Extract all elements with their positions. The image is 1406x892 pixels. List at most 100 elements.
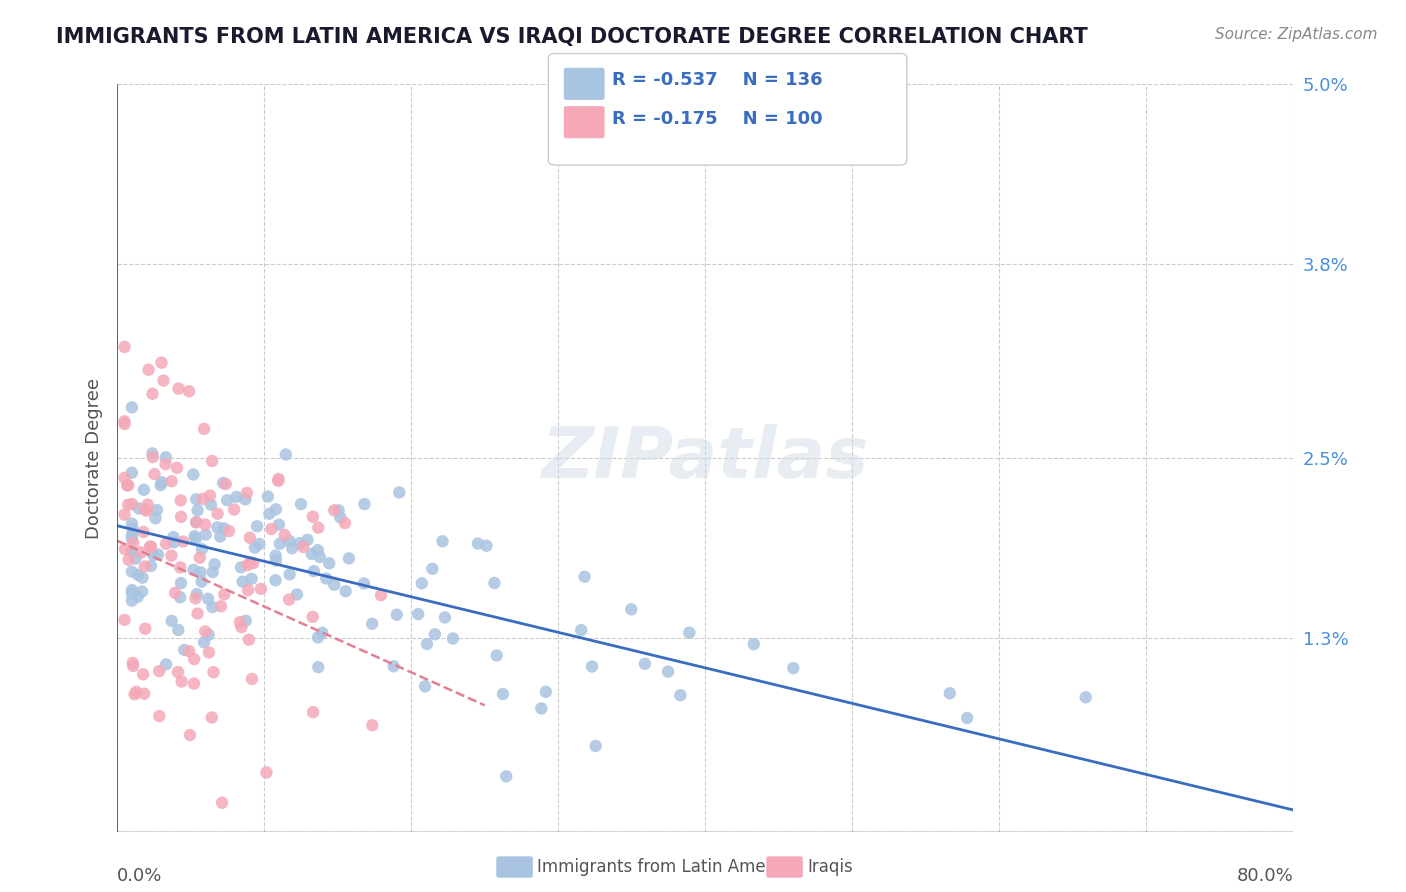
Text: Source: ZipAtlas.com: Source: ZipAtlas.com <box>1215 27 1378 42</box>
Point <box>167 623 190 637</box>
Point <box>433 610 456 624</box>
Point <box>121 528 143 542</box>
Point <box>148 709 170 723</box>
Point <box>172 534 194 549</box>
Point <box>416 637 439 651</box>
Point <box>138 363 160 377</box>
Point <box>260 522 283 536</box>
Point <box>148 664 170 678</box>
Point <box>574 570 596 584</box>
Point <box>301 547 323 561</box>
Point <box>207 507 229 521</box>
Point <box>242 556 264 570</box>
Point <box>121 545 143 559</box>
Point <box>121 497 143 511</box>
Point <box>146 548 169 562</box>
Point <box>163 586 186 600</box>
Point <box>264 502 287 516</box>
Point <box>240 572 263 586</box>
Point <box>186 587 208 601</box>
Point <box>177 384 200 399</box>
Point <box>382 659 405 673</box>
Point <box>143 467 166 482</box>
Point <box>145 511 167 525</box>
Point <box>250 582 273 596</box>
Point <box>146 503 169 517</box>
Point <box>212 475 235 490</box>
Point <box>131 584 153 599</box>
Point <box>135 503 157 517</box>
Point <box>114 414 136 428</box>
Point <box>141 387 163 401</box>
Point <box>302 509 325 524</box>
Point <box>209 529 232 543</box>
Point <box>267 472 290 486</box>
Point <box>534 685 557 699</box>
Point <box>190 566 212 580</box>
Point <box>259 507 281 521</box>
Point <box>678 625 700 640</box>
Point <box>184 492 207 507</box>
Point <box>292 540 315 554</box>
Point <box>273 528 295 542</box>
Point <box>492 687 515 701</box>
Point <box>201 565 224 579</box>
Point <box>139 540 162 554</box>
Point <box>238 632 260 647</box>
Point <box>388 485 411 500</box>
Point <box>198 489 221 503</box>
Point <box>131 545 153 559</box>
Point <box>187 607 209 621</box>
Point <box>183 676 205 690</box>
Point <box>257 490 280 504</box>
Text: Iraqis: Iraqis <box>807 858 853 876</box>
Text: Immigrants from Latin America: Immigrants from Latin America <box>537 858 796 876</box>
Point <box>239 555 262 569</box>
Point <box>121 522 143 536</box>
Point <box>215 477 238 491</box>
Point <box>1074 690 1097 705</box>
Point <box>353 576 375 591</box>
Point <box>585 739 607 753</box>
Point <box>254 765 277 780</box>
Point <box>183 652 205 666</box>
Point <box>177 644 200 658</box>
Point <box>217 493 239 508</box>
Point <box>117 553 139 567</box>
Point <box>204 558 226 572</box>
Point <box>218 524 240 538</box>
Point <box>333 516 356 530</box>
Point <box>191 542 214 557</box>
Point <box>121 565 143 579</box>
Point <box>163 535 186 549</box>
Point <box>193 635 215 649</box>
Point <box>201 710 224 724</box>
Point <box>581 659 603 673</box>
Point <box>229 560 252 574</box>
Text: R = -0.175    N = 100: R = -0.175 N = 100 <box>612 110 823 128</box>
Point <box>307 631 329 645</box>
Point <box>278 534 301 549</box>
Point <box>155 457 177 471</box>
Point <box>169 591 191 605</box>
Point <box>302 564 325 578</box>
Point <box>201 600 224 615</box>
Point <box>131 571 153 585</box>
Point <box>173 643 195 657</box>
Point <box>297 533 319 547</box>
Point <box>782 661 804 675</box>
Point <box>307 660 329 674</box>
Point <box>236 558 259 573</box>
Point <box>423 627 446 641</box>
Point <box>202 665 225 680</box>
Point <box>742 637 765 651</box>
Point <box>337 551 360 566</box>
Point <box>134 687 156 701</box>
Point <box>170 509 193 524</box>
Point <box>121 516 143 531</box>
Point <box>155 657 177 672</box>
Point <box>281 541 304 556</box>
Point <box>121 466 143 480</box>
Point <box>956 711 979 725</box>
Point <box>132 524 155 539</box>
